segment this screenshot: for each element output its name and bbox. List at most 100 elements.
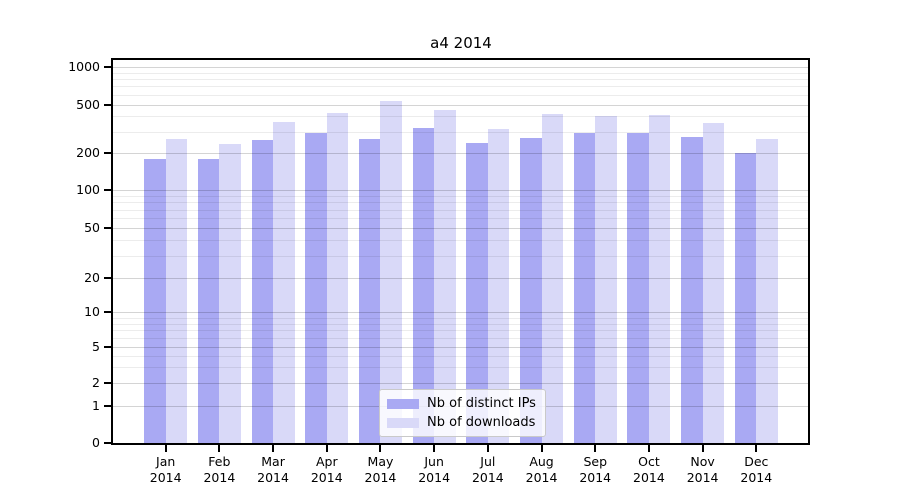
y-tick-label: 0 [92,435,100,451]
y-tick [104,382,111,385]
minor-gridline [113,338,809,340]
plot-border [111,58,810,445]
major-gridline [113,312,809,314]
x-tick-year: 2014 [471,470,504,486]
major-gridline [113,347,809,349]
y-tick-label: 500 [76,96,100,112]
minor-gridline [113,367,809,369]
y-tick [104,442,111,445]
x-tick [218,445,221,452]
major-gridline [113,278,809,279]
x-tick-month: Feb [208,454,231,470]
x-tick-month: Jun [424,454,444,470]
x-tick-year: 2014 [364,470,397,486]
major-gridline [113,153,809,154]
x-tick-year: 2014 [525,470,558,486]
bar-jun-downloads [434,110,456,444]
y-tick-label: 20 [84,270,100,285]
x-tick-label: Jan 2014 [138,454,194,486]
legend-swatch-downloads [387,417,419,428]
x-tick-month: Sep [583,454,607,470]
bar-feb-distinct-ips [197,158,220,444]
minor-gridline [113,86,809,88]
x-tick [594,445,597,452]
y-tick [104,311,111,314]
x-tick [647,445,650,452]
x-tick-label: May 2014 [352,454,408,486]
bar-nov-distinct-ips [681,137,703,444]
x-tick-month: Apr [315,454,338,470]
major-gridline [113,190,809,191]
x-tick [379,445,382,452]
y-tick-label: 100 [76,182,100,197]
x-tick-month: Oct [638,454,660,470]
x-tick [701,445,704,452]
bar-aug-distinct-ips [520,138,542,444]
minor-gridline [113,240,809,242]
bar-aug-downloads [541,113,564,444]
y-tick-label: 5 [92,339,100,355]
x-tick-year: 2014 [257,470,289,486]
y-tick [104,103,111,106]
x-tick-month: Jan [156,454,176,470]
y-tick [104,227,111,229]
x-tick-year: 2014 [740,470,773,486]
minor-gridline [113,195,809,197]
x-tick [755,445,758,452]
legend-label: Nb of downloads [427,415,536,430]
y-tick [104,404,111,407]
legend: Nb of distinct IPs Nb of downloads [379,389,546,437]
y-tick [104,277,111,279]
x-tick-label: Dec 2014 [728,454,784,486]
major-gridline [113,104,809,106]
bar-sep-distinct-ips [573,133,596,444]
y-tick [104,152,111,154]
minor-gridline [113,317,809,319]
x-tick-year: 2014 [418,470,451,486]
minor-gridline [113,330,809,332]
x-tick-label: Nov 2014 [675,454,731,486]
minor-gridline [113,79,809,81]
minor-gridline [113,202,809,204]
legend-row: Nb of downloads [387,413,537,432]
legend-label: Nb of distinct IPs [427,396,536,411]
x-tick-month: May [367,454,394,470]
y-tick [104,189,111,191]
y-tick-label: 1 [92,397,100,413]
x-tick-year: 2014 [310,470,343,486]
y-tick-label: 1000 [68,59,100,74]
x-tick [272,445,275,452]
minor-gridline [113,218,809,219]
minor-gridline [113,94,809,96]
bar-feb-downloads [219,144,241,444]
bar-sep-downloads [595,115,617,444]
bar-mar-distinct-ips [251,140,274,444]
bar-jun-distinct-ips [412,128,435,444]
minor-gridline [113,131,809,133]
x-tick-label: Sep 2014 [567,454,623,486]
chart-title: a4 2014 [430,34,492,52]
y-tick-label: 50 [84,220,100,235]
x-tick [540,445,543,452]
x-tick-year: 2014 [579,470,612,486]
x-tick [433,445,436,452]
x-tick-month: Mar [261,454,285,470]
y-tick-label: 2 [92,375,100,391]
bar-jul-downloads [487,129,510,444]
bar-nov-downloads [702,122,725,444]
bar-apr-downloads [326,112,349,444]
x-tick [325,445,328,452]
x-tick-month: Dec [744,454,769,470]
major-gridline [113,383,809,385]
x-tick-label: Aug 2014 [514,454,570,486]
bar-may-downloads [380,101,402,444]
y-tick [104,66,111,68]
minor-gridline [113,72,809,74]
x-tick-label: Jun 2014 [406,454,462,486]
x-tick-label: Oct 2014 [621,454,677,486]
x-tick-label: Feb 2014 [191,454,247,486]
major-gridline [113,67,809,68]
bar-jan-distinct-ips [144,158,166,444]
legend-row: Nb of distinct IPs [387,394,537,413]
